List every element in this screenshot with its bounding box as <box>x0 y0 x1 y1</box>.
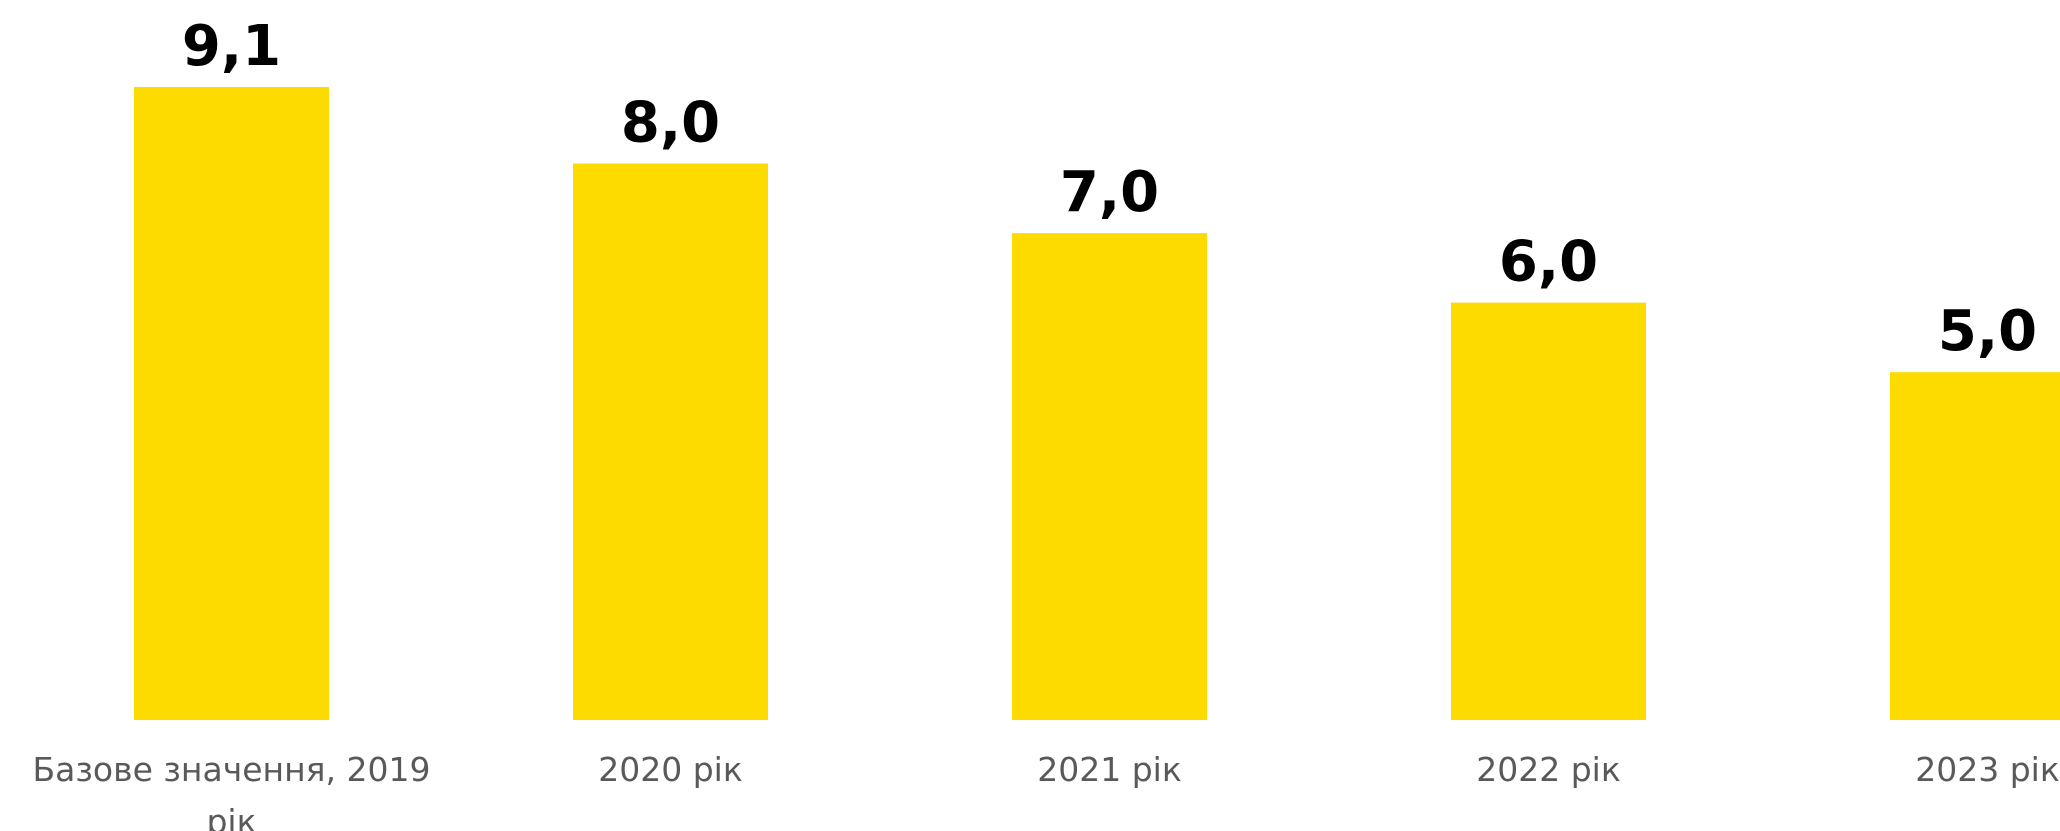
category-label-3: 2022 рік <box>1476 750 1621 789</box>
value-label-4: 5,0 <box>1938 299 2037 364</box>
category-label-2: 2021 рік <box>1037 750 1182 789</box>
value-label-1: 8,0 <box>621 91 720 156</box>
category-label-1: 2020 рік <box>598 750 743 789</box>
bar-1 <box>573 163 768 720</box>
category-label-0: Базове значення, 2019 рік <box>33 750 431 831</box>
category-label-2-line-0: 2021 рік <box>1037 750 1182 789</box>
value-label-2: 7,0 <box>1060 160 1159 225</box>
category-label-0-line-0: Базове значення, 2019 <box>33 750 431 789</box>
bar-3 <box>1451 302 1646 720</box>
value-label-0: 9,1 <box>182 14 281 79</box>
value-labels-layer: 9,1 8,0 7,0 6,0 5,0 <box>182 14 2037 364</box>
value-label-3: 6,0 <box>1499 230 1598 295</box>
category-label-4: 2023 рік <box>1915 750 2060 789</box>
category-label-1-line-0: 2020 рік <box>598 750 743 789</box>
bar-2 <box>1012 233 1207 721</box>
bar-4 <box>1890 372 2060 720</box>
category-label-4-line-0: 2023 рік <box>1915 750 2060 789</box>
category-label-3-line-0: 2022 рік <box>1476 750 1621 789</box>
category-labels-layer: Базове значення, 2019 рік 2020 рік 2021 рік… <box>33 750 2060 831</box>
category-label-0-line-1: рік <box>206 802 256 831</box>
bar-0 <box>134 87 329 720</box>
bars-layer <box>134 87 2060 721</box>
